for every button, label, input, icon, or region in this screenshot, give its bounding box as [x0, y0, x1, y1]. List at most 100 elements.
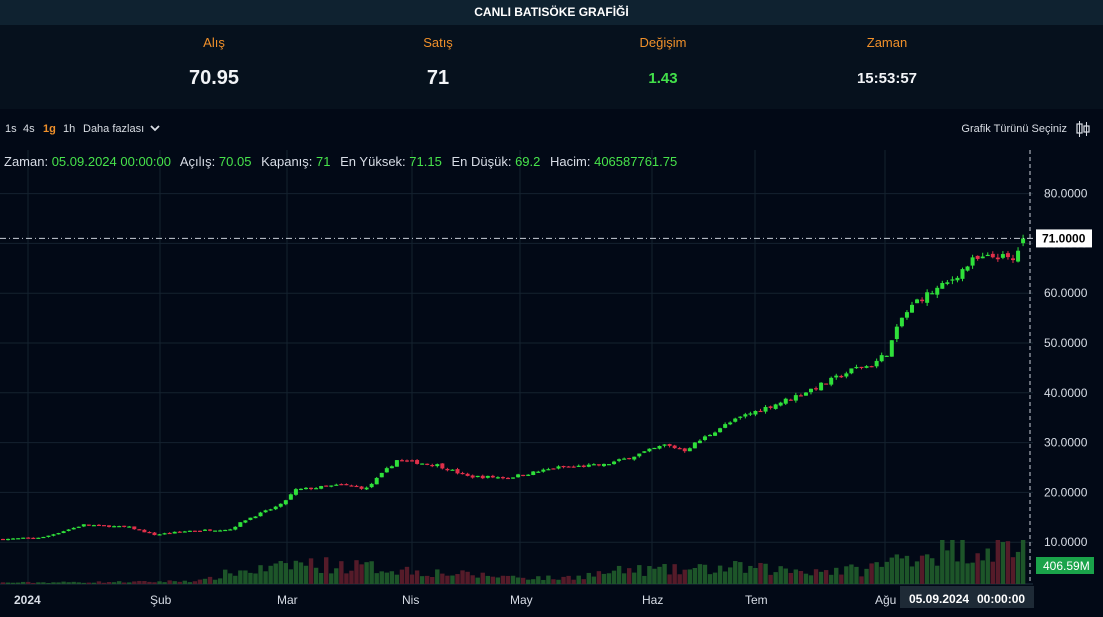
candle-body — [152, 532, 157, 536]
volume-bar — [10, 582, 16, 584]
candle-body — [410, 460, 415, 462]
volume-bar — [616, 565, 622, 584]
candle-body — [223, 529, 228, 532]
candle-body — [985, 254, 990, 257]
chart-toolbar: 1s 4s 1g 1h Daha fazlası Grafik Türünü S… — [0, 118, 1103, 142]
candle-body — [379, 472, 384, 478]
volume-bar — [147, 581, 152, 584]
candle-body — [864, 366, 869, 368]
volume-bar — [808, 575, 814, 584]
volume-bar — [627, 568, 632, 584]
timeframe-1g[interactable]: 1g — [43, 123, 56, 135]
candle-body — [349, 485, 354, 487]
candle-body — [586, 464, 591, 467]
volume-bar — [940, 540, 945, 584]
volume-bar — [334, 568, 339, 584]
last-price-label: 71.0000 — [1042, 231, 1086, 245]
candle-body — [869, 366, 874, 368]
volume-bar — [465, 571, 470, 584]
volume-bar — [495, 577, 501, 584]
candle-body — [197, 530, 202, 532]
volume-bar — [278, 561, 283, 584]
volume-bar — [899, 558, 905, 584]
more-timeframes-label: Daha fazlası — [83, 123, 145, 135]
volume-bar — [404, 566, 410, 584]
y-tick-label: 50.0000 — [1044, 336, 1088, 350]
candle-body — [995, 257, 1000, 260]
volume-bar — [475, 577, 480, 584]
y-tick-label: 20.0000 — [1044, 485, 1088, 499]
x-tick-label: Mar — [277, 593, 298, 607]
volume-bar — [132, 581, 137, 584]
volume-bar — [268, 565, 273, 584]
volume-bar — [1000, 542, 1006, 584]
volume-bar — [1010, 557, 1016, 584]
volume-bar — [36, 582, 41, 584]
candle-body — [607, 464, 611, 466]
volume-bar — [894, 554, 900, 584]
volume-bar — [354, 560, 359, 584]
volume-bar — [51, 582, 56, 584]
volume-bar — [349, 570, 354, 584]
candle-body — [677, 448, 682, 450]
candle-body — [556, 466, 561, 469]
candle-body — [36, 537, 41, 539]
volume-bar — [606, 573, 612, 584]
volume-bar — [884, 561, 889, 584]
candle-body — [1016, 250, 1021, 262]
volume-bar — [763, 563, 768, 584]
candle-body — [253, 516, 258, 519]
time-value: 15:53:57 — [856, 70, 918, 87]
volume-bar — [71, 581, 76, 584]
candle-body — [571, 466, 576, 468]
volume-bar — [172, 581, 177, 584]
timeframe-4s[interactable]: 4s — [23, 123, 35, 135]
chart-type-button[interactable]: Grafik Türünü Seçiniz — [961, 123, 1067, 135]
volume-bar — [106, 581, 112, 584]
volume-bar — [435, 569, 440, 584]
volume-bar — [212, 579, 218, 584]
volume-bar — [702, 564, 708, 584]
quote-panel: Alış 70.95 Satış 71 Değişim 1.43 Zaman 1… — [0, 25, 1103, 109]
candle-body — [819, 382, 824, 391]
candle-body — [354, 485, 359, 488]
candle-body — [147, 531, 152, 534]
volume-bar — [778, 566, 783, 584]
candle-body — [268, 509, 273, 511]
volume-bar — [965, 563, 970, 584]
volume-bar — [995, 540, 1001, 584]
crosshair-date-badge — [900, 586, 1034, 608]
candlestick-icon[interactable] — [1075, 120, 1091, 138]
candle-body — [162, 533, 167, 535]
volume-bar — [369, 561, 374, 584]
candle-body — [440, 463, 445, 469]
volume-bar — [793, 569, 799, 584]
volume-bar — [909, 566, 915, 584]
volume-bar — [490, 576, 496, 584]
volume-bar — [738, 562, 743, 584]
candlestick-chart[interactable]: 10.0000 20.0000 30.0000 40.0000 50.0000 60.00… — [0, 150, 1103, 617]
volume-bar — [197, 579, 203, 584]
timeframe-1h[interactable]: 1h — [63, 123, 76, 135]
timeframe-1s[interactable]: 1s — [5, 123, 17, 135]
volume-bar — [359, 564, 364, 584]
volume-bar — [829, 574, 834, 584]
volume-bar — [233, 575, 238, 584]
volume-bar — [692, 568, 698, 584]
candle-body — [672, 445, 677, 449]
info-time-value: 05.09.2024 00:00:00 — [51, 154, 171, 169]
volume-bar — [318, 572, 324, 584]
volume-bar — [409, 574, 415, 584]
candle-body — [910, 304, 914, 313]
bid-label: Alış — [203, 35, 225, 50]
volume-bar — [66, 582, 71, 584]
volume-bar — [844, 566, 849, 584]
candle-body — [728, 422, 733, 425]
more-timeframes-button[interactable]: Daha fazlası — [83, 123, 160, 135]
candle-body — [278, 503, 283, 507]
volume-bar — [561, 576, 566, 584]
candle-body — [521, 474, 526, 477]
candle-body — [102, 525, 106, 527]
volume-bar — [712, 572, 718, 584]
candle-body — [470, 475, 475, 478]
